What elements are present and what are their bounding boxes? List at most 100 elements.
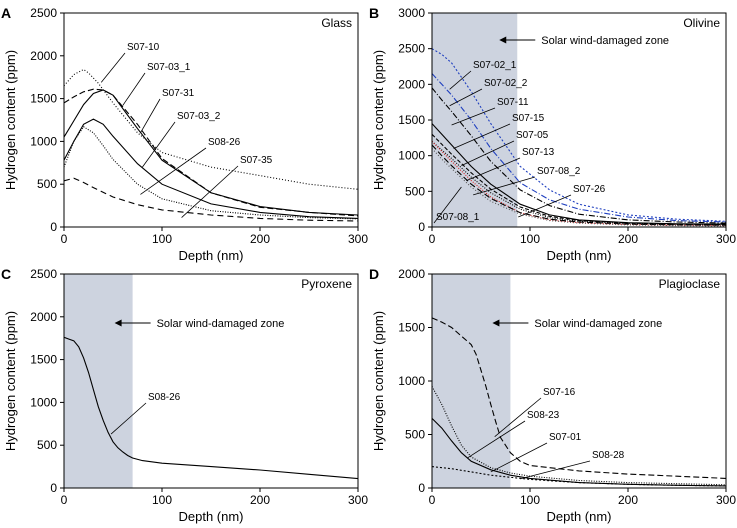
callout-label-s07-05: S07-05 [516,130,549,141]
x-tick-label: 100 [152,493,172,507]
callout-label-s07-26: S07-26 [573,184,606,195]
series-line-s08-26 [64,336,358,480]
x-tick-label: 0 [429,493,436,507]
panel-title: Glass [321,16,352,30]
x-tick-label: 0 [61,493,68,507]
series-line-s07-08-1 [432,148,726,227]
x-tick-label: 100 [152,232,172,246]
callout-label-s08-26: S08-26 [148,392,181,403]
y-tick-label: 0 [418,220,425,234]
series-line-s07-26 [432,144,726,226]
y-tick-label: 1500 [398,321,425,335]
y-tick-label: 2000 [398,267,425,281]
callout-leader [453,123,511,149]
x-tick-label: 300 [716,493,736,507]
x-tick-label: 300 [348,232,368,246]
panel-c: 0 100 200 300 0 500 1000 1500 2000 2500 Depth (nm)… [1,266,368,524]
series-line-s07-10 [64,68,358,190]
zone-arrow-head [499,36,507,44]
callout-label-s07-03-2: S07-03_2 [177,111,221,122]
y-tick-label: 2500 [30,6,57,20]
x-tick-label: 200 [250,493,270,507]
x-tick-label: 0 [429,232,436,246]
x-tick-label: 100 [520,232,540,246]
series-group [432,317,726,487]
callout-leader [142,121,176,168]
callout-leader [518,194,572,218]
panel-d: 0 100 200 300 0 500 1000 1500 2000 Depth (nm) Hydr… [369,266,736,524]
callout-label-s08-26: S08-26 [208,137,241,148]
callout-leader [433,186,462,224]
callout-leader [181,165,239,218]
series-line-s07-11 [432,87,726,224]
y-axis-label: Hydrogen content (ppm) [371,311,386,451]
damaged-zone-shade [432,13,518,227]
y-axis-label: Hydrogen content (ppm) [3,311,18,451]
callout-leader [140,147,207,195]
y-tick-label: 2000 [30,49,57,63]
callout-label-s07-10: S07-10 [127,42,160,53]
callout-leader [467,420,526,459]
panel-letter: B [369,5,379,21]
damaged-zone-shade [64,274,133,488]
series-line-s08-26 [64,126,358,220]
callout-leader [494,397,542,437]
y-tick-label: 500 [37,177,57,191]
x-tick-label: 300 [716,232,736,246]
panel-a: 0 100 200 300 0 500 1000 1500 2000 2500 Depth (nm)… [1,5,368,263]
series-line-s07-16 [432,317,726,479]
callout-label-s07-02-1: S07-02_1 [473,60,517,71]
series-line-s07-35 [64,177,358,222]
callout-label-s07-08-2: S07-08_2 [537,166,581,177]
y-tick-label: 500 [405,428,425,442]
damaged-zone-shade [432,274,511,488]
y-tick-label: 1500 [30,92,57,106]
series-line-s08-23 [432,386,726,486]
callout-leader [122,72,146,106]
callout-label-s07-15: S07-15 [512,113,545,124]
callout-leader [449,70,472,90]
callout-label-s07-08-1: S07-08_1 [436,212,480,223]
y-tick-label: 2000 [30,310,57,324]
series-line-s07-02-2 [432,73,726,223]
y-tick-label: 0 [50,220,57,234]
x-tick-label: 200 [618,232,638,246]
callout-leader [461,140,515,167]
y-tick-label: 1500 [30,353,57,367]
callout-label-s07-13: S07-13 [522,147,555,158]
x-axis-label: Depth (nm) [178,509,243,524]
series-group [432,48,726,227]
y-tick-label: 2500 [30,267,57,281]
zone-label: Solar wind-damaged zone [541,35,669,47]
callout-label-s07-35: S07-35 [240,155,273,166]
y-tick-label: 2000 [398,77,425,91]
x-tick-label: 100 [520,493,540,507]
series-group [64,336,358,480]
callout-label-s07-02-2: S07-02_2 [484,78,528,89]
panel-letter: D [369,266,379,282]
x-tick-label: 300 [348,493,368,507]
series-line-s08-28 [432,466,726,487]
y-tick-label: 2500 [398,42,425,56]
panel-letter: C [1,266,11,282]
callout-label-s07-03-1: S07-03_1 [147,62,191,73]
y-tick-label: 1000 [398,149,425,163]
series-line-s07-08-2 [432,141,726,227]
y-axis-label: Hydrogen content (ppm) [371,50,386,190]
x-axis-label: Depth (nm) [546,509,611,524]
series-line-s07-03-1 [64,88,358,217]
y-tick-label: 1000 [30,395,57,409]
x-tick-label: 200 [250,232,270,246]
y-tick-label: 1000 [398,374,425,388]
zone-label: Solar wind-damaged zone [157,318,285,330]
callout-leader [473,176,536,196]
panel-title: Plagioclase [659,277,721,291]
callout-label-s07-16: S07-16 [543,387,576,398]
callout-leader [451,107,496,126]
callout-leader [466,157,521,182]
series-line-s07-31 [64,89,358,216]
callout-leader [520,460,591,480]
x-tick-label: 0 [61,232,68,246]
callout-leader [100,52,126,83]
